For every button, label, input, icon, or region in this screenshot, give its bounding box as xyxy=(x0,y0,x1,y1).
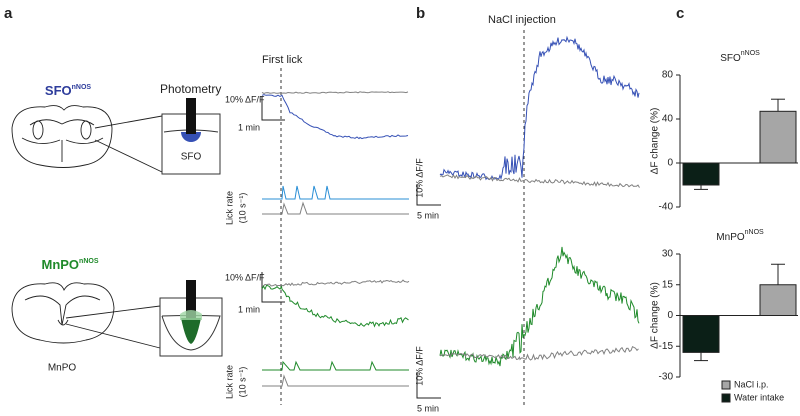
title-sup: nNOS xyxy=(741,50,760,57)
axis-label: (10 s⁻¹) xyxy=(237,193,247,224)
y-axis-label: ΔF change (%) xyxy=(650,108,661,175)
bar xyxy=(759,284,797,316)
panel-label: a xyxy=(4,5,13,22)
scale-label: 10% ΔF/F xyxy=(414,158,424,198)
title-main: MnPO xyxy=(716,232,745,243)
region-label: MnPO xyxy=(48,363,77,374)
fiber-box xyxy=(161,98,221,175)
legend-swatch xyxy=(721,393,731,403)
trace xyxy=(439,246,640,367)
y-tick-label: -15 xyxy=(659,341,674,352)
y-tick-label: 0 xyxy=(667,158,673,169)
trace xyxy=(262,185,409,200)
panel-label: b xyxy=(416,5,425,22)
brain-slice xyxy=(11,105,163,173)
trace xyxy=(261,94,409,140)
brain-slice xyxy=(11,282,161,349)
y-tick-label: 0 xyxy=(667,310,673,321)
bar xyxy=(682,162,720,186)
trace xyxy=(439,35,640,181)
axis-label: Lick rate xyxy=(224,365,234,399)
trace xyxy=(261,91,409,95)
trace xyxy=(261,279,410,287)
scale-bar xyxy=(261,272,285,303)
bar xyxy=(682,315,720,353)
event-label: NaCl injection xyxy=(488,14,556,26)
trace xyxy=(262,201,409,215)
trace xyxy=(439,174,640,188)
trace xyxy=(261,284,409,328)
scale-label: 10% ΔF/F xyxy=(414,346,424,386)
chart-title: MnPOnNOS xyxy=(716,229,764,243)
region-name: MnPO xyxy=(41,257,79,272)
y-tick-label: 40 xyxy=(662,114,674,125)
legend-swatch xyxy=(721,380,731,390)
y-tick-label: 15 xyxy=(662,279,674,290)
scale-bar xyxy=(261,96,285,121)
bar xyxy=(759,110,797,164)
scale-bar xyxy=(416,184,441,206)
trace xyxy=(262,360,409,371)
title-sup: nNOS xyxy=(745,229,764,236)
trace xyxy=(439,346,639,361)
scale-label: 5 min xyxy=(417,403,439,413)
scale-label: 5 min xyxy=(417,210,439,220)
event-label: First lick xyxy=(262,54,303,66)
region-title: MnPOnNOS xyxy=(41,257,98,272)
scale-bar xyxy=(416,372,441,399)
region-sup: nNOS xyxy=(72,84,92,91)
panel-label: c xyxy=(676,5,684,22)
y-tick-label: 30 xyxy=(662,249,674,260)
scale-label: 1 min xyxy=(238,122,260,132)
chart-title: SFOnNOS xyxy=(720,50,760,64)
photometry-label: Photometry xyxy=(160,82,221,96)
legend-label: Water intake xyxy=(734,392,784,402)
title-main: SFO xyxy=(720,53,741,64)
y-axis-label: ΔF change (%) xyxy=(650,282,661,349)
fiber-box xyxy=(159,280,223,357)
scale-label: 10% ΔF/F xyxy=(225,272,265,282)
legend-label: NaCl i.p. xyxy=(734,379,769,389)
axis-label: Lick rate xyxy=(224,191,234,225)
scale-label: 1 min xyxy=(238,304,260,314)
region-name: SFO xyxy=(45,83,72,98)
trace xyxy=(262,374,409,387)
region-title: SFOnNOS xyxy=(45,83,92,98)
y-tick-label: -30 xyxy=(659,372,674,383)
region-label: SFO xyxy=(181,152,202,163)
axis-label: (10 s⁻¹) xyxy=(237,367,247,398)
y-tick-label: -40 xyxy=(659,202,674,213)
region-sup: nNOS xyxy=(79,258,99,265)
scale-label: 10% ΔF/F xyxy=(225,94,265,104)
y-tick-label: 80 xyxy=(662,70,674,81)
